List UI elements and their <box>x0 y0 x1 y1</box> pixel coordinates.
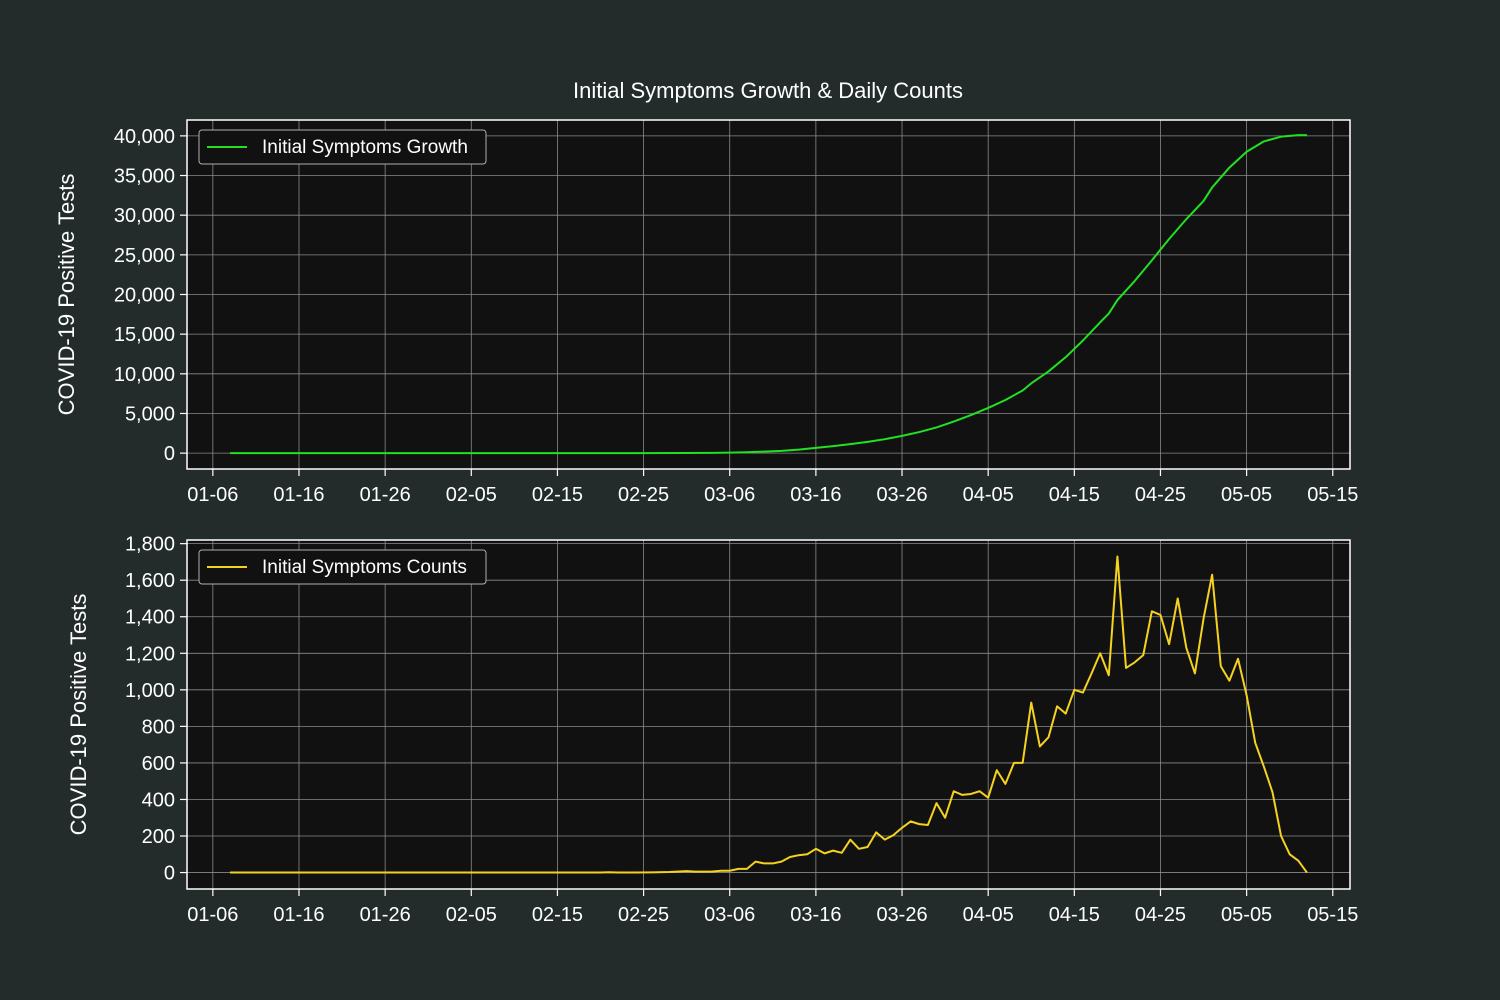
growth-x-tick-label: 04-05 <box>963 484 1014 506</box>
counts-y-tick-label: 1,400 <box>125 607 175 629</box>
growth-series-line <box>230 134 1307 455</box>
counts-x-tick-label: 01-26 <box>360 904 411 926</box>
growth-x-tick-label: 03-16 <box>790 484 841 506</box>
counts-y-tick-label: 1,000 <box>125 680 175 702</box>
growth-y-tick-label: 25,000 <box>114 245 175 267</box>
counts-x-tick-label: 04-15 <box>1049 904 1100 926</box>
counts-y-tick-label: 200 <box>142 826 175 848</box>
growth-x-tick-label: 02-25 <box>618 484 669 506</box>
counts-x-tick-label: 03-26 <box>876 904 927 926</box>
growth-x-tick-label: 01-16 <box>273 484 324 506</box>
counts-y-tick-label: 1,800 <box>125 534 175 556</box>
counts-x-tick-label: 01-06 <box>187 904 238 926</box>
growth-x-tick-label: 02-15 <box>532 484 583 506</box>
growth-y-tick-label: 15,000 <box>114 324 175 346</box>
growth-legend-label: Initial Symptoms Growth <box>262 137 468 158</box>
growth-y-tick-label: 5,000 <box>125 403 175 425</box>
counts-y-tick-label: 0 <box>164 863 175 885</box>
growth-legend: Initial Symptoms Growth <box>198 129 487 165</box>
growth-legend-box <box>198 129 487 165</box>
counts-axes-frame <box>186 539 1351 890</box>
counts-x-tick-label: 04-25 <box>1135 904 1186 926</box>
counts-x-tick-label: 02-05 <box>446 904 497 926</box>
counts-legend: Initial Symptoms Counts <box>198 549 487 585</box>
chart-title: Initial Symptoms Growth & Daily Counts <box>573 78 963 103</box>
growth-y-tick-label: 10,000 <box>114 364 175 386</box>
counts-legend-box <box>198 549 487 585</box>
counts-series-line <box>230 555 1308 874</box>
growth-chart: 01-06 01-16 01-26 02-05 02-15 02-25 03-06 03-16… <box>54 119 1358 506</box>
growth-x-tick-label: 05-05 <box>1221 484 1272 506</box>
counts-legend-label: Initial Symptoms Counts <box>262 557 467 578</box>
counts-y-tick-label: 800 <box>142 716 175 738</box>
counts-y-axis-label: COVID-19 Positive Tests <box>66 594 91 836</box>
counts-y-tick-label: 1,600 <box>125 570 175 592</box>
growth-x-tick-label: 05-15 <box>1307 484 1358 506</box>
growth-x-tick-label: 04-15 <box>1049 484 1100 506</box>
counts-y-tick-label: 1,200 <box>125 643 175 665</box>
growth-x-tick-label: 03-26 <box>876 484 927 506</box>
growth-x-tick-label: 03-06 <box>704 484 755 506</box>
counts-x-tick-label: 04-05 <box>963 904 1014 926</box>
growth-y-tick-label: 35,000 <box>114 166 175 188</box>
growth-y-axis-label: COVID-19 Positive Tests <box>54 174 79 416</box>
growth-x-tick-label: 02-05 <box>446 484 497 506</box>
growth-y-tick-label: 40,000 <box>114 126 175 148</box>
counts-y-tick-label: 600 <box>142 753 175 775</box>
growth-x-tick-label: 01-26 <box>360 484 411 506</box>
growth-axes-frame <box>186 119 1351 470</box>
growth-y-tick-label: 20,000 <box>114 285 175 307</box>
growth-x-tick-label: 01-06 <box>187 484 238 506</box>
counts-x-tick-label: 03-16 <box>790 904 841 926</box>
counts-x-tick-label: 03-06 <box>704 904 755 926</box>
growth-y-tick-label: 0 <box>164 443 175 465</box>
growth-y-tick-label: 30,000 <box>114 205 175 227</box>
counts-plot-area <box>187 540 1350 889</box>
counts-x-tick-label: 05-05 <box>1221 904 1272 926</box>
counts-x-tick-label: 05-15 <box>1307 904 1358 926</box>
counts-x-tick-label: 02-25 <box>618 904 669 926</box>
counts-x-tick-label: 02-15 <box>532 904 583 926</box>
counts-x-tick-label: 01-16 <box>273 904 324 926</box>
counts-y-tick-label: 400 <box>142 789 175 811</box>
counts-chart: 01-06 01-16 01-26 02-05 02-15 02-25 03-06 03-16… <box>66 534 1358 926</box>
growth-x-tick-label: 04-25 <box>1135 484 1186 506</box>
